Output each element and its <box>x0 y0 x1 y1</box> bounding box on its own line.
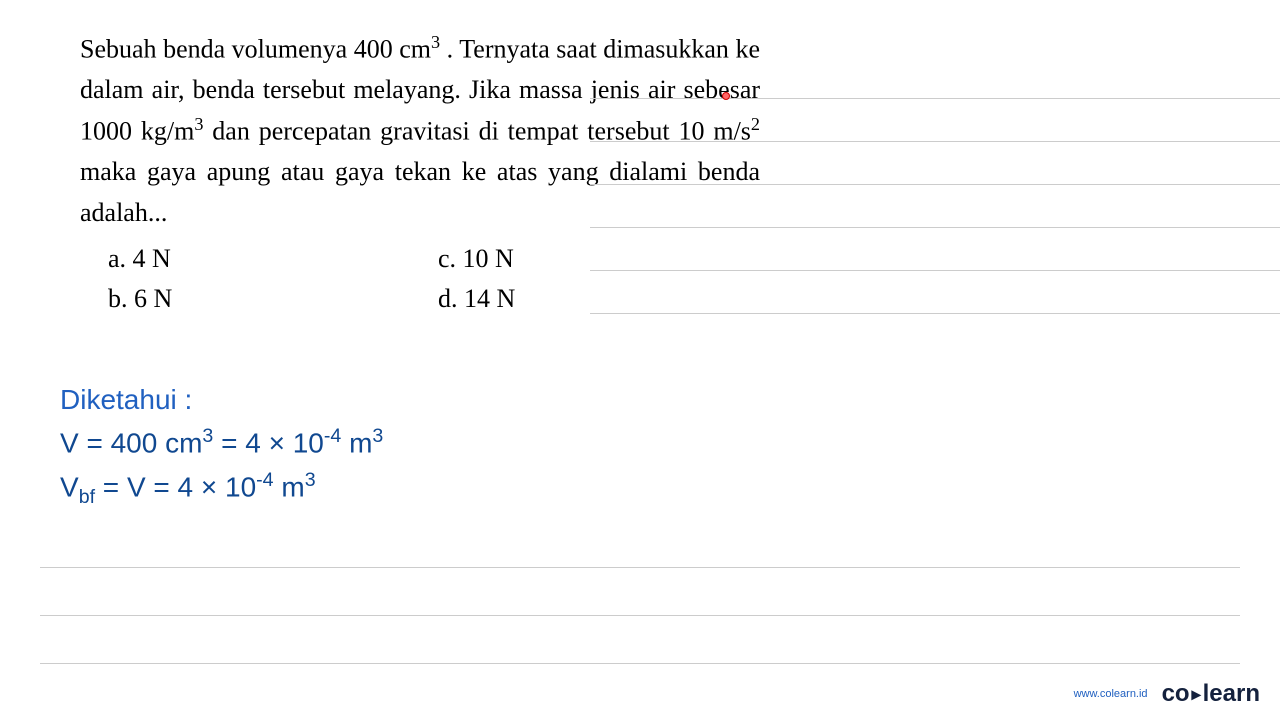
q-text: dan <box>203 117 249 146</box>
logo-learn: learn <box>1203 680 1260 707</box>
q-text: adalah... <box>80 198 167 227</box>
rule-line <box>590 99 1280 142</box>
solution-line-1: V = 400 cm3 = 4 × 10-4 m3 <box>60 421 1220 465</box>
sol-sup: 3 <box>305 469 316 491</box>
sol-sup: -4 <box>256 469 273 491</box>
sol-text: = 4 × 10 <box>213 428 324 459</box>
pointer-dot-icon <box>722 92 730 100</box>
rule-line <box>590 185 1280 228</box>
q-text: . Ternyata saat <box>440 35 597 64</box>
solution-line-2: Vbf = V = 4 × 10-4 m3 <box>60 465 1220 512</box>
rule-line <box>590 142 1280 185</box>
q-text: maka <box>80 157 136 186</box>
rule-line <box>590 271 1280 314</box>
rule-line <box>40 568 1240 616</box>
sol-text: V <box>60 471 79 502</box>
footer-url: www.colearn.id <box>1074 688 1148 700</box>
ruled-lines-bottom <box>40 520 1240 664</box>
option-b: b. 6 N <box>80 279 410 319</box>
sol-text: = V = 4 × 10 <box>95 471 256 502</box>
option-col-left: a. 4 N b. 6 N <box>80 239 410 320</box>
q-sup: 3 <box>431 32 440 52</box>
solution-heading: Diketahui : <box>60 378 1220 421</box>
rule-line <box>40 520 1240 568</box>
sol-text: m <box>274 471 305 502</box>
sol-sup: -4 <box>324 425 341 447</box>
ruled-lines-right <box>590 56 1280 314</box>
rule-line <box>590 56 1280 99</box>
sol-sup: 3 <box>372 425 383 447</box>
q-text: Sebuah benda volumenya 400 cm <box>80 35 431 64</box>
solution-block: Diketahui : V = 400 cm3 = 4 × 10-4 m3 Vb… <box>0 378 1280 512</box>
sol-sup: 3 <box>202 425 213 447</box>
option-a: a. 4 N <box>80 239 410 279</box>
rule-line <box>40 616 1240 664</box>
sol-text: V = 400 cm <box>60 428 202 459</box>
footer: www.colearn.id co▸learn <box>1074 680 1260 708</box>
sol-text: m <box>341 428 372 459</box>
logo-dot-icon: ▸ <box>1192 684 1201 705</box>
sol-sub: bf <box>79 486 95 508</box>
footer-logo: co▸learn <box>1162 680 1260 708</box>
rule-line <box>590 228 1280 271</box>
logo-co: co <box>1162 680 1190 707</box>
